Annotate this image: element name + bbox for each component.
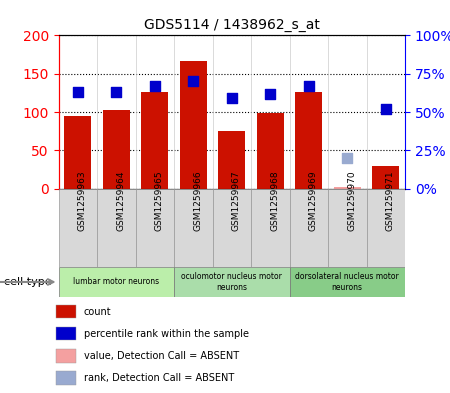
Point [189, 78, 197, 84]
Bar [103, 110, 130, 189]
Point [382, 106, 389, 112]
Text: percentile rank within the sample: percentile rank within the sample [84, 329, 249, 339]
Bar [212, 189, 251, 267]
Point [151, 83, 158, 89]
Text: GSM1259964: GSM1259964 [116, 170, 125, 231]
Text: value, Detection Call = ABSENT: value, Detection Call = ABSENT [84, 351, 239, 361]
Text: count: count [84, 307, 111, 317]
Title: GDS5114 / 1438962_s_at: GDS5114 / 1438962_s_at [144, 18, 320, 31]
Text: rank, Detection Call = ABSENT: rank, Detection Call = ABSENT [84, 373, 234, 383]
Bar [289, 189, 328, 267]
Bar [97, 189, 135, 267]
Text: oculomotor nucleus motor
neurons: oculomotor nucleus motor neurons [181, 272, 282, 292]
Bar [174, 189, 212, 267]
Point [112, 89, 120, 95]
Bar [289, 267, 405, 297]
Bar [334, 187, 361, 189]
Point [344, 155, 351, 161]
Bar [218, 131, 245, 189]
Point [74, 89, 81, 95]
Bar [372, 165, 399, 189]
Point [305, 83, 312, 89]
Text: GSM1259971: GSM1259971 [386, 170, 395, 231]
Bar [295, 92, 322, 189]
Text: GSM1259969: GSM1259969 [309, 170, 318, 231]
Text: GSM1259970: GSM1259970 [347, 170, 356, 231]
Bar [56, 305, 76, 318]
Text: GSM1259963: GSM1259963 [78, 170, 87, 231]
Text: GSM1259966: GSM1259966 [193, 170, 202, 231]
Point [267, 90, 274, 97]
Text: dorsolateral nucleus motor
neurons: dorsolateral nucleus motor neurons [295, 272, 399, 292]
Bar [56, 349, 76, 362]
Bar [328, 189, 366, 267]
Bar [174, 267, 289, 297]
Text: GSM1259968: GSM1259968 [270, 170, 279, 231]
Bar [257, 113, 284, 189]
Bar [64, 116, 91, 189]
Bar [56, 327, 76, 340]
Text: lumbar motor neurons: lumbar motor neurons [73, 277, 159, 286]
Text: GSM1259965: GSM1259965 [155, 170, 164, 231]
Bar [366, 189, 405, 267]
Bar [251, 189, 289, 267]
Bar [180, 61, 207, 189]
Point [228, 95, 235, 101]
Text: cell type: cell type [4, 277, 58, 287]
Bar [58, 267, 174, 297]
Bar [141, 92, 168, 189]
Bar [58, 189, 97, 267]
Bar [135, 189, 174, 267]
Text: GSM1259967: GSM1259967 [232, 170, 241, 231]
Bar [56, 371, 76, 385]
